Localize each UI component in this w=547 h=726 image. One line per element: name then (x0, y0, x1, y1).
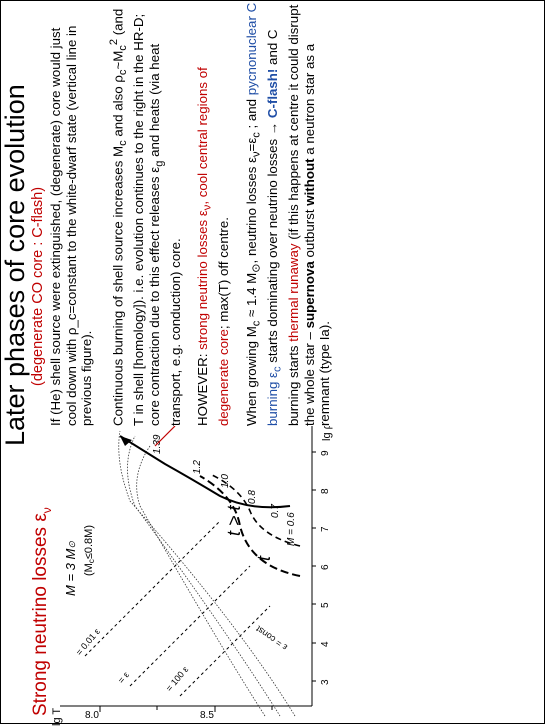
subtitle-prefix: (degenerate (30, 303, 46, 386)
track-arrow (120, 436, 132, 446)
eps-line-001 (84, 520, 221, 657)
mc-label-10: 1.0 (220, 474, 231, 488)
x-tick-4: 4 (320, 641, 331, 647)
x-axis-label: lg ρ (321, 426, 333, 441)
y-tick-8.5: 8.5 (200, 710, 214, 721)
core-evolution-track (119, 435, 291, 509)
x-tick-6: 6 (320, 564, 331, 570)
eps-label-100: = 100 ε (164, 664, 190, 693)
paragraph-2: Continuous burning of shell source incre… (107, 8, 183, 426)
t1-label: t (254, 555, 274, 561)
eps-label-1: = ε (116, 670, 131, 685)
x-tick-8: 8 (320, 488, 331, 494)
paragraph-3: HOWEVER: strong neutrino losses εν, cool… (195, 67, 232, 426)
x-tick-9: 9 (320, 450, 331, 456)
subtitle-suffix: ) (30, 186, 46, 192)
explanation-text: If (He) shell source were extinguished, … (48, 1, 345, 426)
neutrino-heading-text: Strong neutrino losses ε (30, 513, 51, 716)
page-title: Later phases of core evolution (0, 84, 30, 446)
x-tick-5: 5 (320, 602, 331, 608)
lgT-lgrho-diagram: lg T lg ρ 8.0 8.5 3 4 5 6 7 8 9 (51, 426, 333, 726)
x-tick-7: 7 (320, 526, 331, 532)
eps-line-1 (129, 565, 251, 687)
y-axis-label: lg T (51, 708, 63, 726)
eps-const-label: ε = const (254, 624, 289, 653)
mc-label-12: 1.2 (192, 460, 203, 474)
mc-label-07: 0.7 (270, 504, 281, 518)
mc-label-08: 0.8 (247, 490, 258, 504)
paragraph-1: If (He) shell source were extinguished, … (48, 25, 94, 426)
mc-limit-label: (Mc≤0.8M) (83, 525, 96, 576)
page-subtitle: (degenerate CO core : C-flash) (30, 187, 46, 386)
subtitle-core: CO core : C-flash (30, 191, 46, 304)
paragraph-4: When growing Mc ≈ 1.4 M⊙, neutrino losse… (243, 2, 333, 426)
t2-label: t > t (224, 504, 244, 536)
mc-label-06: M = 0.6 (286, 512, 297, 546)
x-tick-3: 3 (320, 679, 331, 685)
red-pointer-arrow (154, 426, 176, 447)
mass-label: M = 3 M⊙ (63, 541, 78, 596)
y-tick-8.0: 8.0 (85, 710, 99, 721)
eps-label-001: = 0.01 ε (74, 626, 102, 657)
